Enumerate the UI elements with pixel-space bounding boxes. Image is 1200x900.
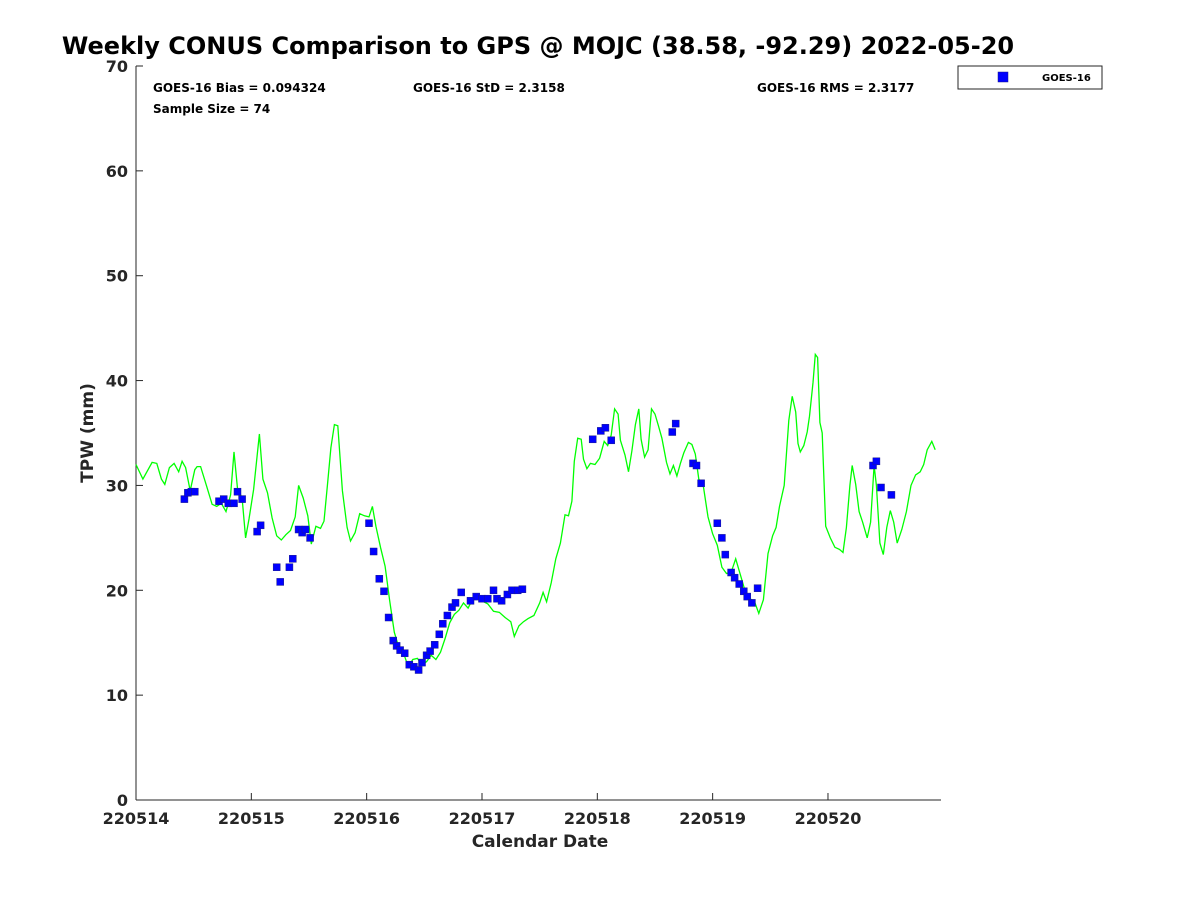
goes16-point <box>289 555 297 563</box>
std-stat: GOES-16 StD = 2.3158 <box>413 81 565 95</box>
goes16-point <box>435 630 444 639</box>
goes16-point <box>692 461 701 470</box>
goes16-point <box>301 525 310 534</box>
goes16-point <box>601 424 610 432</box>
goes16-point <box>718 534 726 542</box>
x-axis-label: Calendar Date <box>472 832 609 852</box>
goes16-point <box>430 641 439 649</box>
x-tick-label: 220515 <box>218 809 285 828</box>
legend-marker-goes16 <box>997 71 1009 83</box>
goes16-point <box>489 586 498 595</box>
goes16-point <box>735 580 743 588</box>
x-tick-label: 220516 <box>333 809 400 828</box>
goes16-point <box>721 550 730 559</box>
y-tick-label: 10 <box>106 686 128 705</box>
goes16-point <box>414 666 423 674</box>
stats-annotations: GOES-16 Bias = 0.094324 GOES-16 StD = 2.… <box>153 81 914 116</box>
y-tick-label: 70 <box>106 57 128 76</box>
y-tick-label: 60 <box>106 162 128 181</box>
y-axis-label: TPW (mm) <box>78 383 98 483</box>
gps-series-line <box>135 352 936 669</box>
goes16-point <box>426 647 434 655</box>
x-tick-label: 220514 <box>103 809 170 828</box>
y-axis-ticks: 0 10 20 30 40 50 60 70 <box>106 57 143 810</box>
goes16-point <box>256 521 265 530</box>
goes16-point <box>230 499 238 508</box>
goes16-point <box>451 599 460 607</box>
goes16-point <box>671 419 680 428</box>
y-tick-label: 20 <box>106 581 128 600</box>
goes16-point <box>730 573 739 582</box>
rms-stat: GOES-16 RMS = 2.3177 <box>757 81 914 95</box>
legend-label-goes16: GOES-16 <box>1042 73 1091 84</box>
goes16-point <box>233 487 242 496</box>
plot-area <box>135 66 941 801</box>
legend-box <box>957 65 1103 90</box>
goes16-point <box>497 597 506 605</box>
goes16-point <box>418 658 426 667</box>
goes16-point <box>306 534 314 542</box>
goes16-point <box>748 599 756 607</box>
goes16-point <box>588 435 597 444</box>
goes16-point <box>484 594 492 603</box>
legend: GOES-16 <box>957 65 1103 90</box>
goes16-point <box>877 483 885 492</box>
goes16-point <box>219 495 228 503</box>
goes16-point <box>743 592 751 601</box>
goes16-point <box>253 527 261 536</box>
x-tick-label: 220520 <box>795 809 862 828</box>
goes16-point <box>887 491 896 499</box>
sample-size-stat: Sample Size = 74 <box>153 102 270 116</box>
goes16-point <box>607 436 615 445</box>
goes16-point <box>503 590 512 599</box>
x-tick-label: 220517 <box>449 809 516 828</box>
goes16-point <box>872 457 881 466</box>
goes16-point <box>191 487 199 496</box>
goes16-point <box>180 495 189 503</box>
goes16-point <box>668 428 677 436</box>
goes16-point <box>272 563 281 571</box>
goes16-point <box>518 585 527 593</box>
goes16-point <box>384 613 393 622</box>
y-tick-label: 30 <box>106 476 128 495</box>
goes16-point <box>713 519 722 527</box>
series-layer <box>135 352 936 674</box>
goes16-point <box>466 597 475 605</box>
goes16-point <box>457 588 465 597</box>
goes16-point <box>697 479 705 488</box>
chart-title: Weekly CONUS Comparison to GPS @ MOJC (3… <box>62 32 1014 60</box>
x-tick-label: 220519 <box>679 809 746 828</box>
goes16-point <box>369 547 378 556</box>
y-tick-label: 50 <box>106 267 128 286</box>
goes16-point <box>276 578 284 586</box>
y-tick-label: 40 <box>106 372 128 391</box>
y-tick-label: 0 <box>117 791 128 810</box>
goes16-point <box>365 519 373 527</box>
x-axis-ticks: 220514 220515 220516 220517 220518 220519 2205… <box>103 793 862 828</box>
goes16-point <box>400 649 409 657</box>
goes16-point <box>439 620 447 628</box>
goes16-point <box>238 495 246 503</box>
bias-stat: GOES-16 Bias = 0.094324 <box>153 81 326 95</box>
x-tick-label: 220518 <box>564 809 631 828</box>
goes16-point <box>380 587 388 596</box>
goes16-point <box>375 575 384 583</box>
goes16-point <box>753 584 762 592</box>
goes16-point <box>285 563 294 571</box>
goes16-point <box>443 611 452 620</box>
